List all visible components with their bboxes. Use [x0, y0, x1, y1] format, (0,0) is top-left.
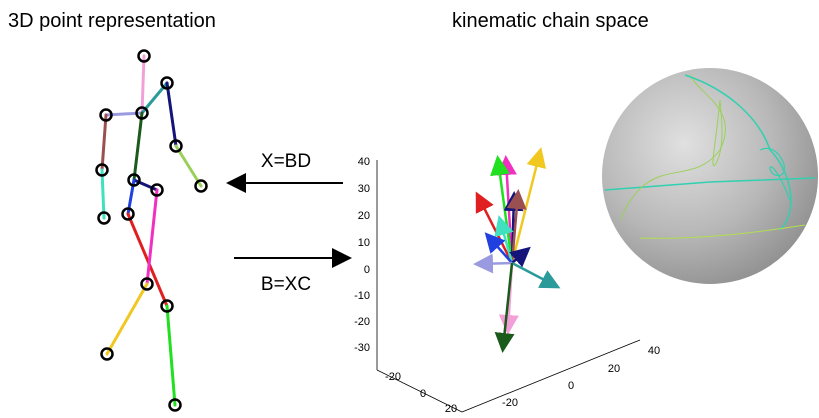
stroke: [619, 74, 726, 221]
tick-label: 30: [358, 183, 370, 195]
stroke: [100, 168, 106, 220]
tick-label: -20: [502, 397, 518, 409]
stroke: [712, 99, 723, 167]
sphere: [602, 68, 818, 284]
tick-label: 40: [358, 156, 370, 168]
shape: [169, 139, 183, 153]
tick-label: 0: [364, 264, 370, 276]
stroke: [759, 147, 791, 201]
stroke: [509, 246, 531, 268]
shape: [99, 108, 113, 122]
tick-label: 20: [358, 210, 370, 222]
tick-label: -10: [354, 290, 370, 302]
stroke: [511, 261, 561, 289]
stroke: [145, 188, 159, 286]
stroke: [132, 178, 159, 192]
stroke: [132, 111, 144, 182]
shape: [160, 299, 174, 313]
stroke: [126, 212, 169, 308]
shape: [127, 173, 141, 187]
shape: [194, 179, 208, 193]
stroke: [484, 232, 513, 264]
stroke: [461, 339, 641, 413]
encode-equation: B=XC: [261, 274, 311, 295]
decode-equation: X=BD: [261, 151, 311, 172]
shape: [140, 277, 154, 291]
shape: [168, 398, 182, 412]
left-title: 3D point representation: [8, 10, 216, 32]
stroke: [684, 74, 792, 231]
stroke: [490, 155, 514, 264]
shape: [95, 163, 109, 177]
stroke: [473, 253, 513, 274]
stroke: [496, 155, 517, 264]
stroke: [639, 224, 806, 239]
shape: [121, 207, 135, 221]
tick-label: 0: [568, 380, 574, 392]
shape: [100, 347, 114, 361]
stroke: [140, 54, 146, 115]
shape: [160, 76, 174, 90]
tick-label: -20: [354, 316, 370, 328]
stroke: [165, 304, 177, 407]
tick-label: 10: [358, 237, 370, 249]
shape: [150, 183, 164, 197]
stroke: [165, 81, 178, 148]
right-title: kinematic chain space: [452, 10, 649, 32]
tick-label: 40: [648, 345, 660, 357]
stroke: [105, 282, 149, 356]
stroke: [174, 144, 203, 188]
z-ticks: 40 30 20 10 0 -10 -20 -30 -20 0 20 -20 0…: [354, 156, 660, 415]
stroke: [494, 262, 515, 353]
shape: [135, 106, 149, 120]
tick-label: -20: [385, 371, 401, 383]
shape: [602, 68, 818, 284]
tick-label: 20: [608, 363, 620, 375]
tick-label: -30: [354, 342, 370, 354]
shape: [137, 49, 151, 63]
bone-vectors: [473, 147, 561, 353]
stroke: [100, 113, 108, 172]
shape: [97, 211, 111, 225]
tick-label: 20: [445, 403, 457, 415]
stroke: [376, 369, 463, 413]
skeleton: [95, 49, 208, 412]
tick-label: 0: [420, 388, 426, 400]
plot-3d: [376, 160, 641, 413]
